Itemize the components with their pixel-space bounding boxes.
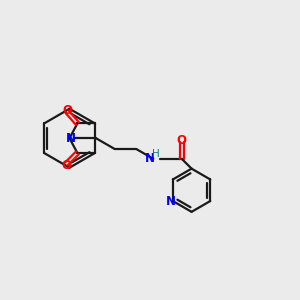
Text: N: N bbox=[145, 152, 155, 165]
Text: H: H bbox=[152, 149, 160, 159]
Text: O: O bbox=[62, 104, 72, 117]
Text: N: N bbox=[166, 194, 176, 208]
Text: O: O bbox=[61, 158, 71, 172]
Text: O: O bbox=[177, 134, 187, 147]
Text: N: N bbox=[65, 132, 76, 145]
